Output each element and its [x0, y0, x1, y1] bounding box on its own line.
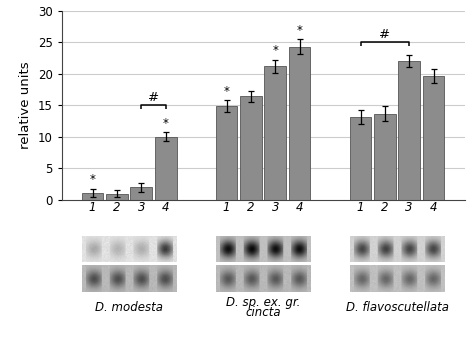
Bar [106, 193, 128, 200]
Bar [130, 187, 152, 200]
Text: D. flavoscutellata: D. flavoscutellata [346, 301, 448, 314]
Text: #: # [379, 28, 391, 41]
Bar [155, 137, 176, 200]
Bar [82, 193, 103, 200]
Text: D. modesta: D. modesta [95, 301, 163, 314]
Bar [350, 117, 372, 200]
Text: cincta: cincta [245, 306, 281, 319]
Text: *: * [163, 117, 169, 130]
Text: D. sp. ex. gr.: D. sp. ex. gr. [226, 296, 300, 309]
Text: #: # [148, 91, 159, 104]
Bar [423, 76, 445, 200]
Text: *: * [224, 85, 229, 98]
Bar [240, 96, 262, 200]
Bar [374, 114, 396, 200]
Bar [289, 47, 310, 200]
Text: *: * [272, 44, 278, 57]
Text: *: * [90, 173, 96, 186]
Bar [216, 106, 237, 200]
Text: *: * [297, 24, 302, 36]
Bar [264, 66, 286, 200]
Y-axis label: relative units: relative units [19, 61, 32, 149]
Bar [398, 61, 420, 200]
